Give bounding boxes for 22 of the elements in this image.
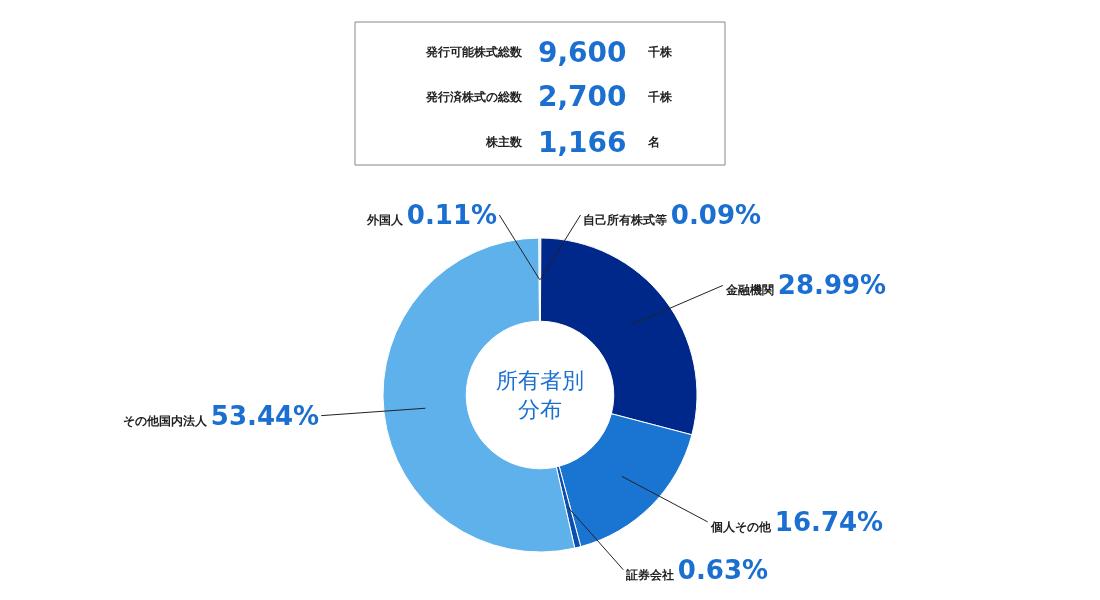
text: 発行可能株式総数	[425, 45, 523, 59]
text: 発行済株式の総数	[425, 90, 523, 104]
data-label: 53.44%	[210, 401, 320, 431]
slice-label: 個人その他	[710, 520, 772, 534]
data-label: 0.63%	[677, 555, 769, 585]
data-label: 0.09%	[670, 200, 762, 230]
text: 千株	[647, 90, 673, 104]
slice-label: 証券会社	[625, 568, 674, 582]
text: 1,166	[538, 126, 627, 159]
data-label: 28.99%	[777, 270, 887, 300]
slice-label: その他国内法人	[123, 414, 208, 428]
slice-label: 金融機関	[725, 283, 774, 297]
slice-label: 外国人	[366, 213, 404, 227]
data-label: 16.74%	[774, 507, 884, 537]
slice-label: 自己所有株式等	[583, 213, 667, 227]
data-label: 0.11%	[406, 200, 498, 230]
text: 2,700	[538, 80, 627, 113]
text: 所有者別分布	[496, 368, 584, 422]
text: 株主数	[485, 135, 523, 149]
text: 9,600	[538, 36, 627, 69]
text: 千株	[647, 45, 673, 59]
text: 名	[647, 135, 660, 149]
